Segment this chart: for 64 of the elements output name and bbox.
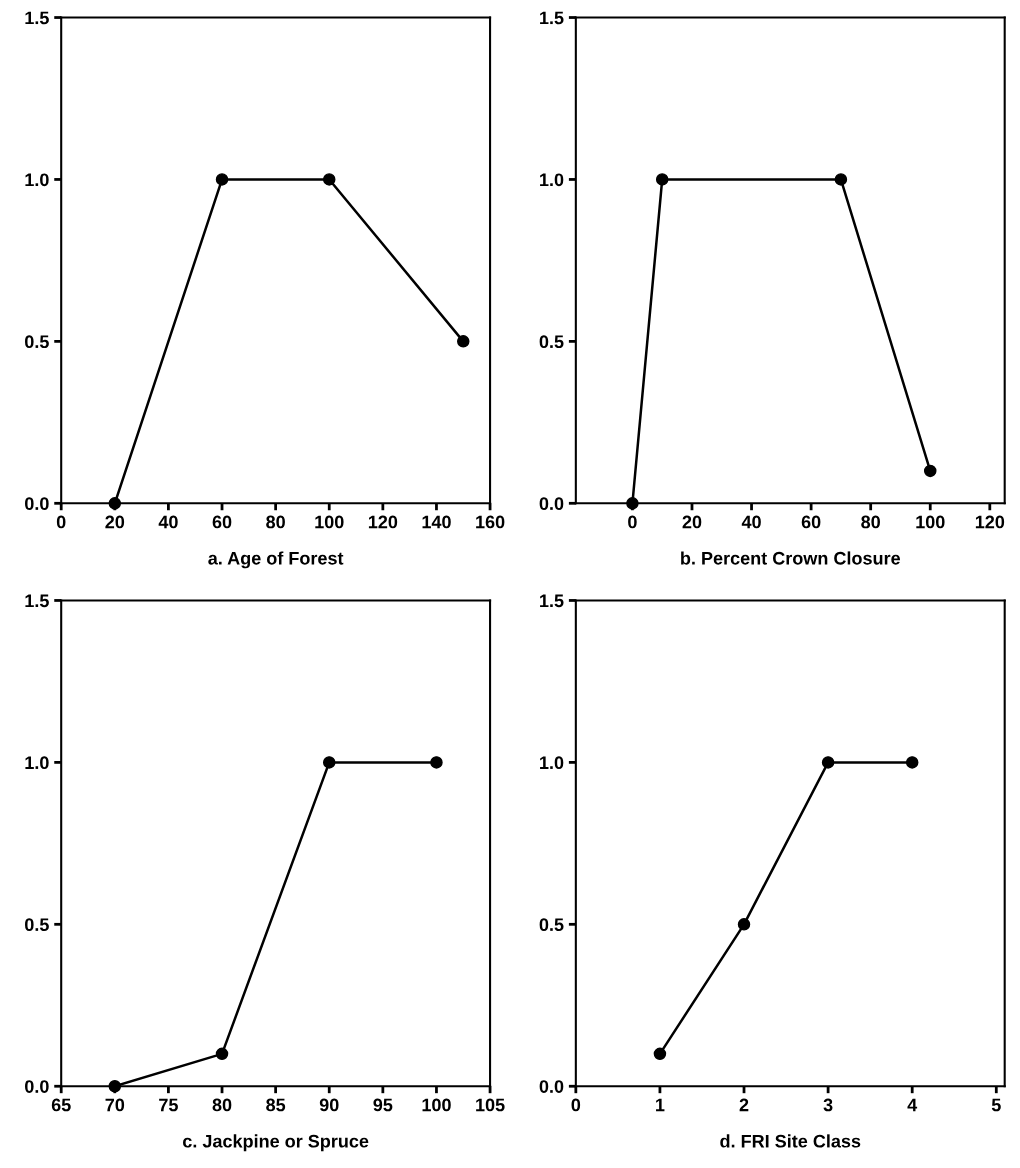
point	[655, 173, 669, 186]
x-tick-label: 0	[571, 1098, 581, 1112]
y-tick-label: 0.5	[25, 918, 49, 932]
x-tick-label: 120	[975, 515, 1005, 529]
y-tick-label: 0.5	[25, 335, 49, 349]
x-tick-label: 60	[212, 515, 232, 529]
x-axis-title: c. Jackpine or Spruce	[183, 1134, 369, 1152]
y-tick-label: 1.0	[25, 173, 49, 187]
x-tick-label: 1	[656, 1098, 665, 1112]
x-tick-label: 0	[628, 515, 637, 529]
x-tick-label: 120	[368, 515, 398, 529]
x-tick-label: 140	[422, 515, 451, 529]
point	[322, 756, 336, 769]
point	[923, 464, 937, 478]
x-axis-title: b. Percent Crown Closure	[681, 551, 901, 565]
y-tick-label: 1.0	[25, 756, 49, 770]
y-tick-label: 1.0	[540, 173, 564, 187]
x-tick-label: 40	[158, 515, 178, 529]
x-tick-label: 4	[907, 1098, 918, 1112]
x-tick-label: 20	[682, 515, 702, 529]
x-tick-label: 3	[823, 1098, 833, 1112]
x-tick-label: 105	[476, 1098, 505, 1112]
x-tick-label: 100	[315, 515, 344, 529]
point	[737, 918, 751, 931]
x-axis-title: d. FRI Site Class	[720, 1134, 861, 1148]
x-tick-label: 60	[801, 515, 821, 529]
x-tick-label: 20	[105, 515, 125, 529]
point	[215, 173, 229, 186]
x-axis-title: a. Age of Forest	[208, 551, 344, 569]
y-tick-label: 0.0	[539, 1080, 564, 1093]
x-tick-label: 75	[159, 1098, 178, 1112]
x-tick-label: 2	[739, 1098, 749, 1112]
x-tick-label: 85	[266, 1098, 286, 1112]
x-tick-label: 80	[212, 1098, 232, 1112]
x-tick-label: 80	[861, 515, 880, 529]
y-tick-label: 0.5	[539, 335, 564, 349]
y-tick-label: 1.5	[540, 11, 564, 25]
y-tick-label: 1.0	[540, 756, 564, 770]
point	[215, 1047, 229, 1061]
y-tick-label: 1.5	[25, 594, 49, 608]
point	[905, 756, 919, 769]
x-tick-label: 40	[741, 515, 761, 529]
x-tick-label: 100	[422, 1098, 451, 1112]
x-tick-label: 5	[991, 1098, 1001, 1112]
y-tick-label: 0.0	[25, 497, 49, 511]
point	[653, 1047, 667, 1061]
x-tick-label: 65	[51, 1098, 71, 1112]
point	[322, 173, 336, 186]
x-tick-label: 0	[56, 515, 66, 529]
x-tick-label: 80	[266, 515, 285, 529]
y-tick-label: 1.5	[540, 594, 564, 608]
x-tick-label: 90	[319, 1098, 339, 1112]
x-tick-label: 70	[105, 1098, 125, 1112]
y-tick-label: 0.5	[539, 918, 564, 932]
point	[430, 756, 443, 769]
point	[457, 335, 470, 348]
x-tick-label: 100	[916, 515, 945, 529]
point	[821, 756, 835, 769]
y-tick-label: 0.0	[539, 497, 564, 511]
x-tick-label: 95	[373, 1098, 393, 1112]
y-tick-label: 1.5	[25, 11, 49, 25]
point	[834, 173, 848, 186]
y-tick-label: 0.0	[25, 1080, 49, 1093]
x-tick-label: 160	[476, 515, 505, 529]
